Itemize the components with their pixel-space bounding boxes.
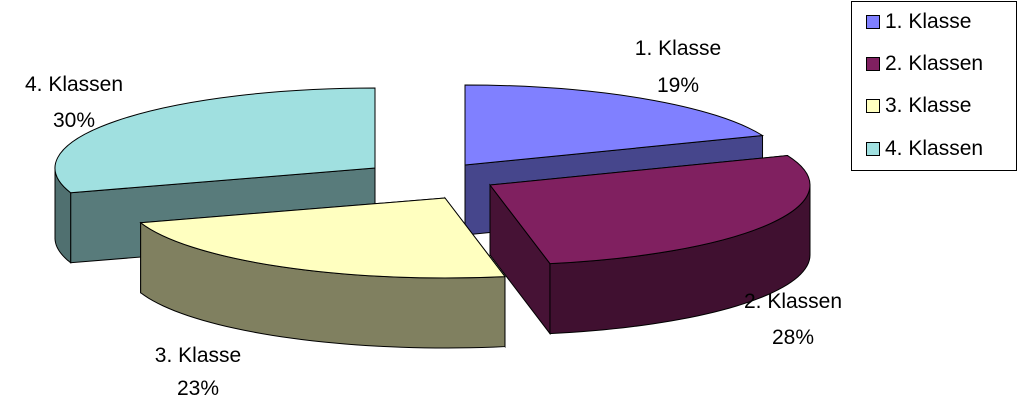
slice-label-3-percent: 23% xyxy=(177,377,219,400)
pie-slice-4-top xyxy=(54,87,376,194)
slice-label-1-percent: 19% xyxy=(657,74,699,97)
legend-item-3: 3. Klasse xyxy=(866,94,971,118)
slice-label-2-percent: 28% xyxy=(772,326,814,349)
pie-slices xyxy=(54,84,811,349)
legend-label-2: 2. Klassen xyxy=(885,52,984,75)
pie-slice-2 xyxy=(489,154,811,336)
legend-label-4: 4. Klassen xyxy=(885,137,984,160)
legend-swatch-2 xyxy=(866,57,880,71)
slice-label-1-name: 1. Klasse xyxy=(635,37,721,60)
legend-swatch-3 xyxy=(866,99,880,113)
legend-swatch-1 xyxy=(866,15,880,29)
slice-label-3-name: 3. Klasse xyxy=(155,344,241,367)
legend-label-3: 3. Klasse xyxy=(885,94,972,117)
pie-slice-3-top xyxy=(139,197,506,279)
legend-label-1: 1. Klasse xyxy=(885,10,972,33)
pie-slice-2-top xyxy=(489,155,811,265)
slice-label-2-name: 2. Klassen xyxy=(744,290,842,313)
legend-item-1: 1. Klasse xyxy=(866,10,971,34)
legend-item-4: 4. Klassen xyxy=(866,137,983,161)
pie-slice-1-top xyxy=(464,84,765,166)
legend-item-2: 2. Klassen xyxy=(866,52,983,76)
legend-swatch-4 xyxy=(866,142,880,156)
slice-label-4-percent: 30% xyxy=(53,109,95,132)
legend: 1. Klasse 2. Klassen 3. Klasse 4. Klasse… xyxy=(851,1,1017,171)
slice-label-4-name: 4. Klassen xyxy=(25,73,123,96)
pie-slice-3 xyxy=(139,196,506,349)
pie-slice-4 xyxy=(54,87,376,264)
